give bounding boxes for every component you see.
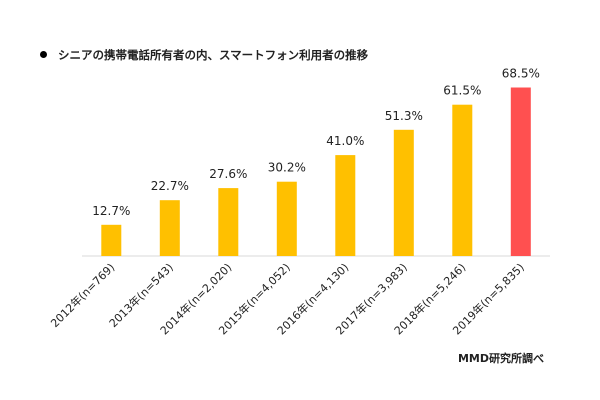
bar-1 (159, 200, 180, 256)
bar-0 (101, 224, 122, 256)
bar-5 (393, 129, 414, 256)
bar-4 (335, 155, 356, 256)
chart-title-text: シニアの携帯電話所有者の内、スマートフォン利用者の推移 (58, 48, 369, 62)
bar-7 (510, 87, 531, 256)
source-note: MMD研究所調べ (457, 352, 544, 365)
bar-6 (452, 104, 473, 256)
data-label-7: 68.5% (502, 67, 540, 81)
title-bullet-icon (40, 51, 47, 58)
data-label-0: 12.7% (92, 204, 130, 218)
data-label-2: 27.6% (209, 167, 247, 181)
chart-title: シニアの携帯電話所有者の内、スマートフォン利用者の推移 (40, 47, 368, 63)
data-label-5: 51.3% (385, 109, 423, 123)
data-label-6: 61.5% (443, 84, 481, 98)
data-label-4: 41.0% (326, 134, 364, 148)
bar-3 (276, 181, 297, 256)
data-label-1: 22.7% (151, 179, 189, 193)
bar-2 (218, 188, 239, 256)
data-label-3: 30.2% (268, 161, 306, 175)
